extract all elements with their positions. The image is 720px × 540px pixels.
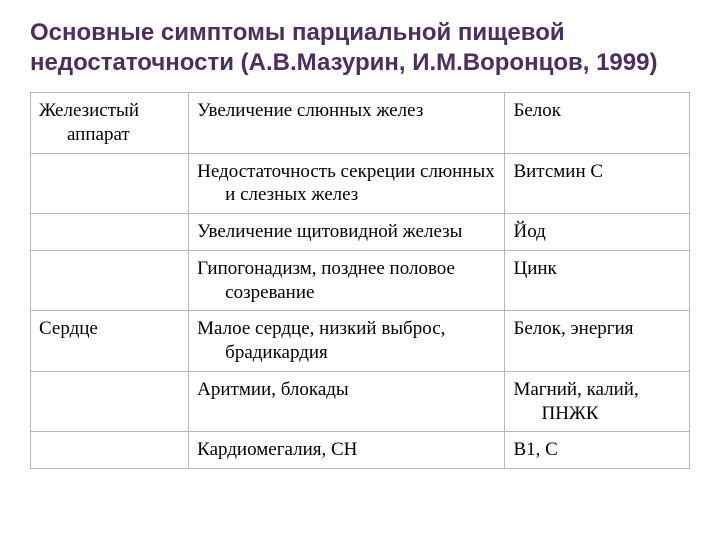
cell-text: Недостаточность секреции слюнных и слезн…: [197, 160, 496, 208]
cell-organ: [31, 432, 189, 469]
cell-text: Йод: [513, 220, 681, 244]
cell-symptom: Недостаточность секреции слюнных и слезн…: [189, 153, 505, 214]
page-title: Основные симптомы парциальной пищевой не…: [30, 18, 690, 78]
cell-deficiency: Йод: [505, 214, 690, 251]
cell-text: Малое сердце, низкий выброс, брадикардия: [197, 317, 496, 365]
cell-deficiency: Магний, калий, ПНЖК: [505, 371, 690, 432]
cell-deficiency: В1, С: [505, 432, 690, 469]
cell-organ: Сердце: [31, 311, 189, 372]
table-row: Кардиомегалия, СН В1, С: [31, 432, 690, 469]
slide: Основные симптомы парциальной пищевой не…: [0, 0, 720, 540]
cell-organ: [31, 214, 189, 251]
cell-symptom: Увеличение слюнных желез: [189, 93, 505, 154]
cell-text: Белок: [513, 99, 681, 123]
cell-symptom: Кардиомегалия, СН: [189, 432, 505, 469]
cell-symptom: Аритмии, блокады: [189, 371, 505, 432]
cell-text: Увеличение слюнных желез: [197, 99, 496, 123]
title-text: Основные симптомы парциальной пищевой не…: [30, 19, 657, 76]
cell-text: Магний, калий, ПНЖК: [513, 378, 681, 426]
cell-text: Белок, энергия: [513, 317, 681, 341]
cell-text: Сердце: [39, 317, 180, 341]
cell-organ: [31, 371, 189, 432]
cell-text: Аритмии, блокады: [197, 378, 496, 402]
cell-symptom: Гипогонадизм, позднее половое созревание: [189, 250, 505, 311]
cell-organ: [31, 153, 189, 214]
cell-organ: Железистый аппарат: [31, 93, 189, 154]
cell-symptom: Малое сердце, низкий выброс, брадикардия: [189, 311, 505, 372]
cell-text: Витсмин С: [513, 160, 681, 184]
cell-organ: [31, 250, 189, 311]
table-row: Увеличение щитовидной железы Йод: [31, 214, 690, 251]
cell-symptom: Увеличение щитовидной железы: [189, 214, 505, 251]
cell-text: Увеличение щитовидной железы: [197, 220, 496, 244]
table-row: Недостаточность секреции слюнных и слезн…: [31, 153, 690, 214]
cell-deficiency: Витсмин С: [505, 153, 690, 214]
table-row: Железистый аппарат Увеличение слюнных же…: [31, 93, 690, 154]
cell-deficiency: Белок, энергия: [505, 311, 690, 372]
cell-deficiency: Цинк: [505, 250, 690, 311]
cell-text: Кардиомегалия, СН: [197, 438, 496, 462]
table-row: Гипогонадизм, позднее половое созревание…: [31, 250, 690, 311]
cell-text: Гипогонадизм, позднее половое созревание: [197, 257, 496, 305]
table-body: Железистый аппарат Увеличение слюнных же…: [31, 93, 690, 469]
table-row: Сердце Малое сердце, низкий выброс, брад…: [31, 311, 690, 372]
cell-deficiency: Белок: [505, 93, 690, 154]
table-row: Аритмии, блокады Магний, калий, ПНЖК: [31, 371, 690, 432]
cell-text: Цинк: [513, 257, 681, 281]
symptoms-table: Железистый аппарат Увеличение слюнных же…: [30, 92, 690, 469]
cell-text: Железистый аппарат: [39, 99, 180, 147]
cell-text: В1, С: [513, 438, 681, 462]
